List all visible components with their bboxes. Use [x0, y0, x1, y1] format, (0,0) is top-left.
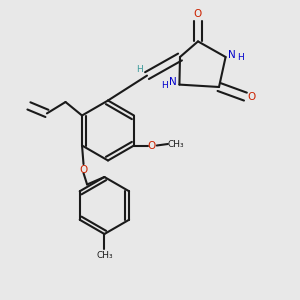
Text: CH₃: CH₃: [167, 140, 184, 148]
Text: O: O: [194, 9, 202, 20]
Text: H: H: [136, 64, 143, 74]
Text: N: N: [228, 50, 236, 60]
Text: N: N: [169, 77, 177, 87]
Text: H: H: [161, 81, 168, 90]
Text: O: O: [80, 164, 88, 175]
Text: O: O: [148, 140, 156, 151]
Text: CH₃: CH₃: [96, 250, 113, 260]
Text: H: H: [237, 53, 244, 62]
Text: O: O: [248, 92, 256, 102]
